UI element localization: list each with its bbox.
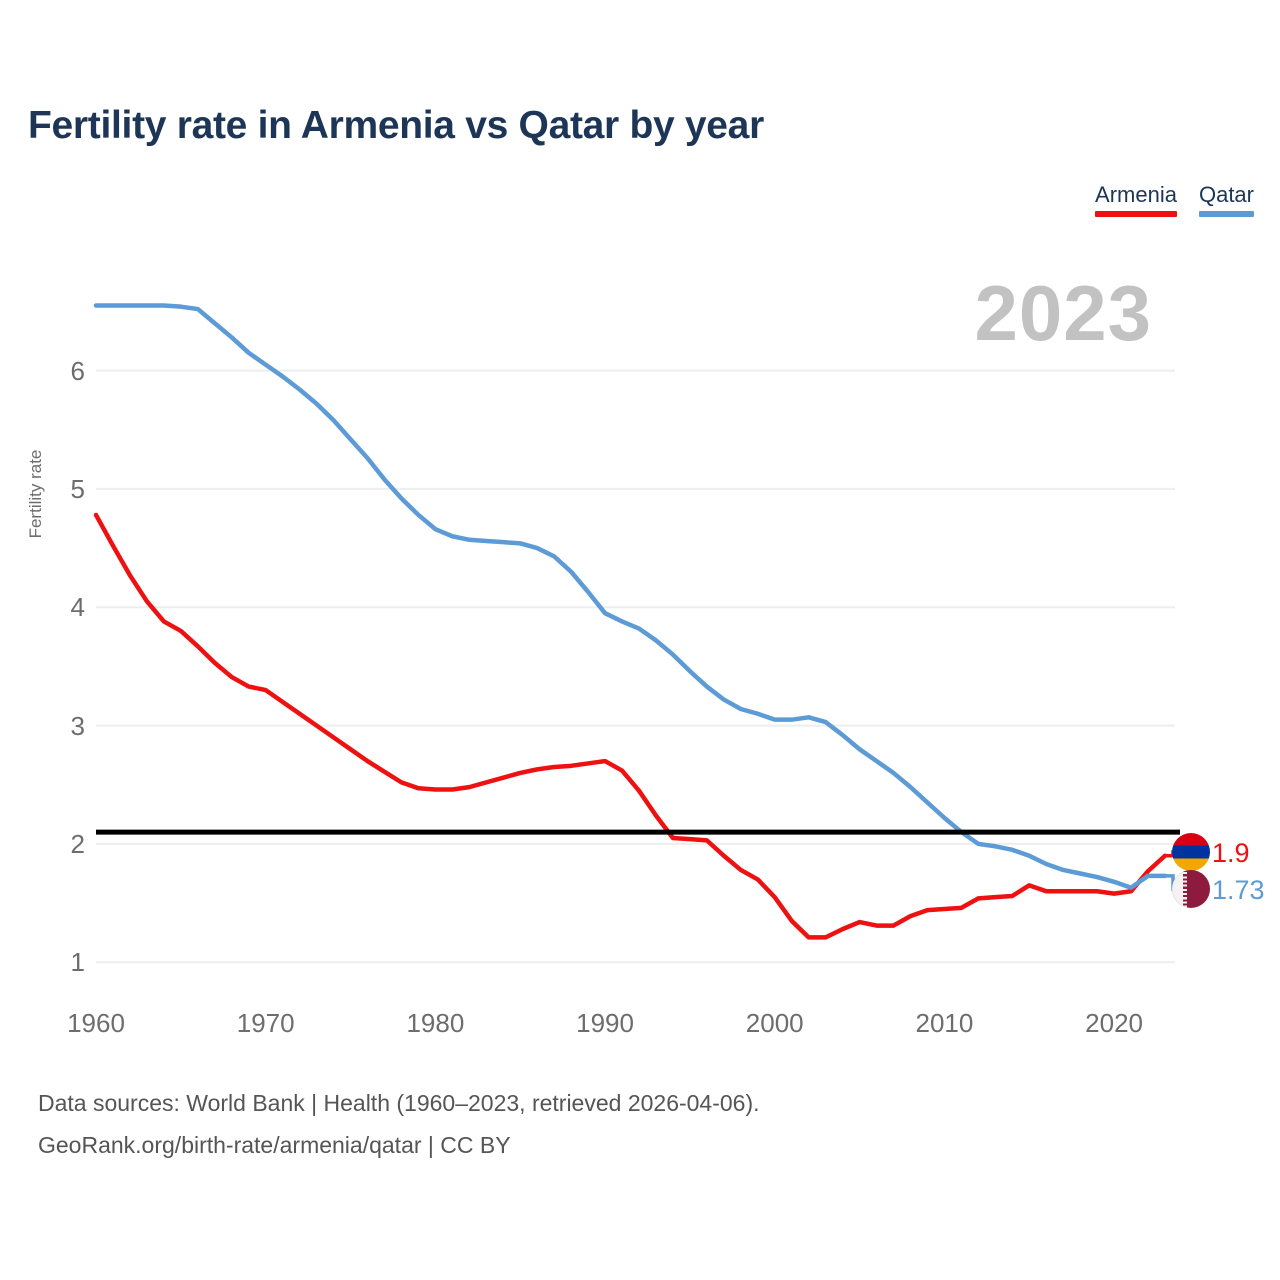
qatar-flag-icon (1172, 870, 1210, 908)
legend-item-qatar[interactable]: Qatar (1198, 182, 1254, 217)
x-tick-label: 1970 (236, 1008, 295, 1038)
x-tick-label: 2020 (1085, 1008, 1144, 1038)
x-tick-label: 2000 (745, 1008, 804, 1038)
y-tick-label: 2 (70, 828, 85, 859)
x-tick-label: 1980 (406, 1008, 465, 1038)
x-tick-label: 1990 (576, 1008, 634, 1038)
legend-label-armenia: Armenia (1095, 182, 1177, 207)
legend-swatch-qatar (1198, 211, 1254, 217)
chart-legend: Armenia Qatar (1095, 182, 1254, 217)
armenia-flag-icon (1172, 833, 1210, 871)
y-tick-label: 6 (70, 355, 85, 386)
legend-label-qatar: Qatar (1198, 182, 1254, 207)
footer-line-1: Data sources: World Bank | Health (1960–… (38, 1090, 760, 1116)
series-line-qatar (93, 303, 1168, 890)
series-line-armenia (93, 512, 1168, 940)
y-tick-label: 5 (70, 473, 85, 504)
footer-credits: Data sources: World Bank | Health (1960–… (38, 1082, 760, 1166)
y-tick-label: 4 (70, 592, 85, 623)
armenia-end-value: 1.9 (1212, 838, 1250, 868)
x-tick-label: 1960 (67, 1008, 125, 1038)
page-title: Fertility rate in Armenia vs Qatar by ye… (28, 104, 764, 147)
qatar-end-value: 1.73 (1212, 875, 1265, 905)
x-tick-label: 2010 (915, 1008, 974, 1038)
footer-line-2: GeoRank.org/birth-rate/armenia/qatar | C… (38, 1132, 511, 1158)
legend-swatch-armenia (1095, 211, 1177, 217)
y-tick-label: 1 (70, 947, 85, 978)
year-watermark: 2023 (974, 269, 1152, 357)
legend-item-armenia[interactable]: Armenia (1095, 182, 1177, 217)
y-tick-label: 3 (70, 710, 85, 741)
